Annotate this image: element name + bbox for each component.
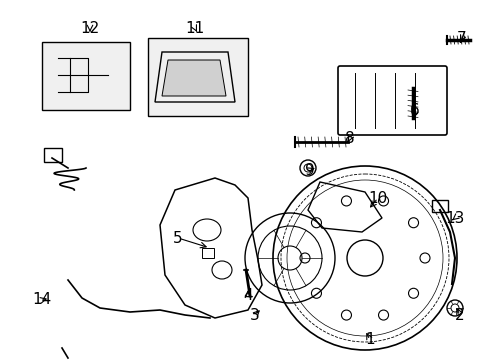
- Text: 12: 12: [80, 21, 100, 36]
- Text: 13: 13: [445, 211, 464, 225]
- Bar: [42, 42, 130, 110]
- Text: 1: 1: [365, 333, 374, 347]
- Text: 2: 2: [454, 307, 464, 323]
- Polygon shape: [162, 60, 225, 96]
- Text: 9: 9: [305, 162, 314, 177]
- Text: 7: 7: [456, 31, 466, 45]
- Text: 6: 6: [409, 103, 419, 117]
- Bar: [202, 248, 214, 258]
- Text: 5: 5: [173, 230, 183, 246]
- Text: 11: 11: [185, 21, 204, 36]
- Text: 8: 8: [345, 131, 354, 145]
- Text: 3: 3: [250, 307, 259, 323]
- Bar: [148, 38, 247, 116]
- Bar: [431, 200, 447, 212]
- Text: 10: 10: [367, 190, 387, 206]
- Bar: [44, 148, 62, 162]
- Text: 4: 4: [243, 288, 252, 302]
- Text: 14: 14: [32, 292, 52, 307]
